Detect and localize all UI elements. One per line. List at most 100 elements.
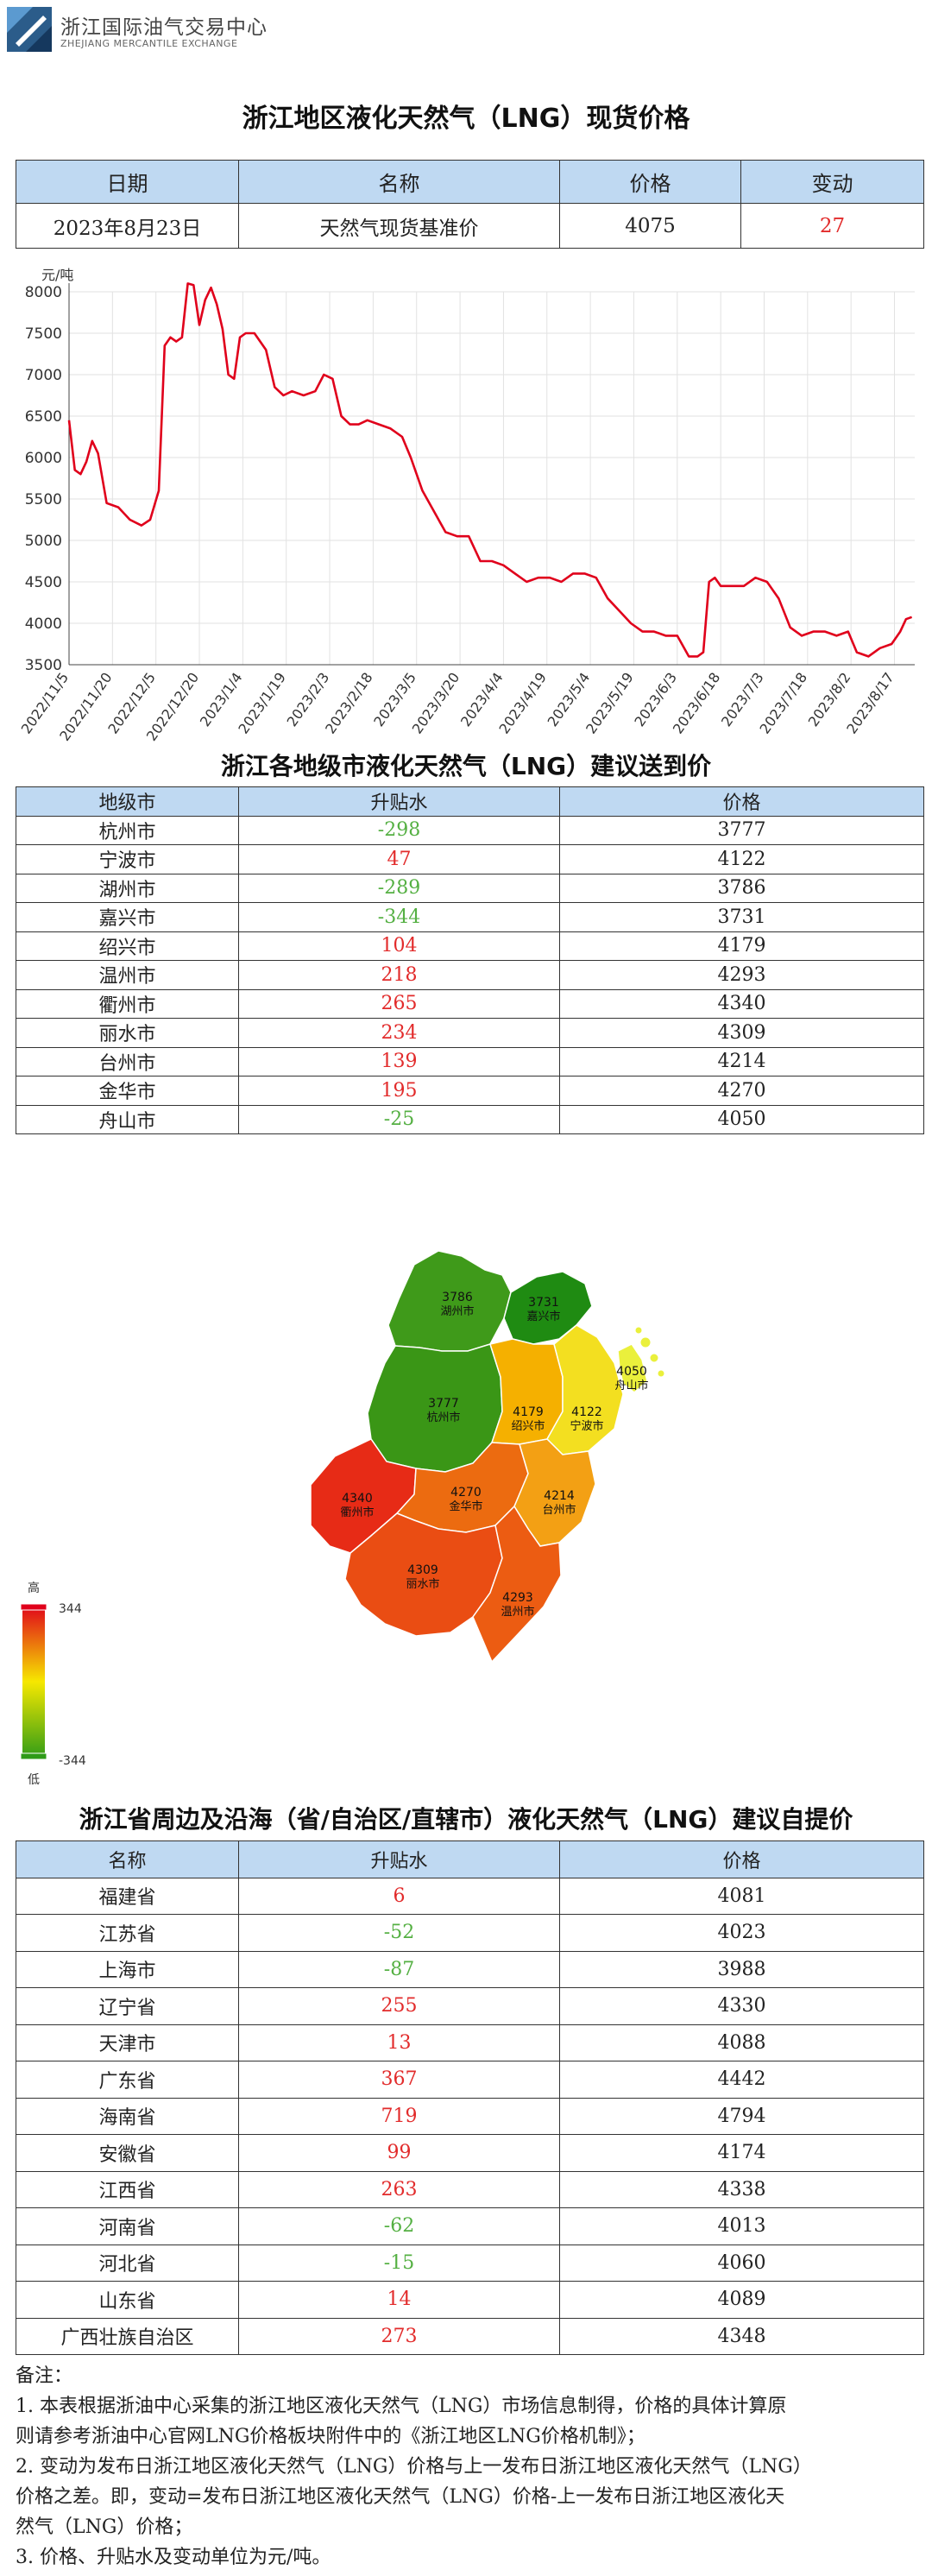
map-region-name: 舟山市 — [614, 1379, 648, 1392]
city-price: 4214 — [559, 1046, 924, 1076]
city-diff: 47 — [238, 844, 560, 874]
y-tick-label: 6000 — [25, 450, 62, 467]
city-name: 台州市 — [16, 1046, 239, 1076]
city-name: 绍兴市 — [16, 931, 239, 961]
province-diff: 99 — [238, 2134, 560, 2172]
province-diff: 263 — [238, 2170, 560, 2208]
city-price: 3731 — [559, 902, 924, 932]
map-island — [634, 1326, 643, 1335]
map-region — [472, 1505, 562, 1664]
map-region-price: 4270 — [450, 1486, 482, 1500]
map-region-price: 4122 — [571, 1405, 602, 1419]
spot-change: 27 — [740, 203, 924, 249]
map-region — [546, 1324, 624, 1455]
spot-name: 天然气现货基准价 — [238, 203, 560, 249]
map-color-legend: 高 344 -344 低 — [20, 1581, 86, 1787]
province-price: 4174 — [559, 2134, 924, 2172]
province-diff: 6 — [238, 1877, 560, 1915]
table-row: 嘉兴市 -344 3731 — [16, 902, 924, 932]
province-price: 3988 — [559, 1950, 924, 1988]
table-row: 温州市 218 4293 — [16, 960, 924, 990]
table-row: 上海市 -87 3988 — [16, 1950, 924, 1988]
legend-top-handle — [20, 1603, 47, 1611]
map-region-price: 4340 — [342, 1492, 373, 1506]
map-region — [617, 1343, 648, 1393]
table-row: 河北省 -15 4060 — [16, 2244, 924, 2282]
x-tick-label: 2023/3/5 — [370, 669, 419, 729]
map-region-price: 4050 — [616, 1365, 647, 1379]
spot-header-change: 变动 — [740, 160, 924, 204]
city-name: 舟山市 — [16, 1104, 239, 1134]
city-name: 丽水市 — [16, 1018, 239, 1048]
y-tick-label: 8000 — [25, 284, 62, 301]
table-row: 湖州市 -289 3786 — [16, 873, 924, 903]
city-diff: -344 — [238, 902, 560, 932]
city-name: 金华市 — [16, 1076, 239, 1106]
table-row: 杭州市 -298 3777 — [16, 815, 924, 845]
notes-line: 3. 价格、升贴水及变动单位为元/吨。 — [16, 2547, 331, 2568]
city-name: 宁波市 — [16, 844, 239, 874]
map-region-name: 衢州市 — [340, 1506, 374, 1519]
province-diff: -62 — [238, 2207, 560, 2245]
city-price: 4179 — [559, 931, 924, 961]
province-header-cell: 升贴水 — [238, 1840, 560, 1878]
spot-date: 2023年8月23日 — [16, 203, 239, 249]
city-price: 3777 — [559, 815, 924, 845]
table-row: 福建省 6 4081 — [16, 1877, 924, 1915]
city-price-table: 地级市 升贴水 价格 杭州市 -298 3777 宁波市 47 4122 湖州市 -289 3786 嘉… — [16, 786, 924, 1134]
y-tick-label: 6500 — [25, 408, 62, 426]
province-name: 上海市 — [16, 1950, 239, 1988]
city-price: 4293 — [559, 960, 924, 990]
y-tick-label: 4500 — [25, 574, 62, 591]
map-region-name: 丽水市 — [406, 1577, 439, 1591]
city-price: 4309 — [559, 1018, 924, 1048]
notes-title: 备注： — [16, 2365, 73, 2387]
province-price: 4330 — [559, 1987, 924, 2025]
table-row: 辽宁省 255 4330 — [16, 1987, 924, 2025]
province-price: 4089 — [559, 2281, 924, 2319]
province-price: 4081 — [559, 1877, 924, 1915]
x-tick-label: 2023/8/2 — [805, 669, 854, 729]
province-name: 福建省 — [16, 1877, 239, 1915]
province-diff: -87 — [238, 1950, 560, 1988]
page-title: 浙江地区液化天然气（LNG）现货价格 — [242, 104, 690, 134]
table-row: 安徽省 99 4174 — [16, 2134, 924, 2172]
y-tick-label: 3500 — [25, 657, 62, 674]
province-price: 4794 — [559, 2097, 924, 2135]
y-axis-label: 元/吨 — [41, 267, 73, 283]
y-tick-label: 7000 — [25, 367, 62, 384]
table-row: 宁波市 47 4122 — [16, 844, 924, 874]
notes-line: 2. 变动为发布日浙江地区液化天然气（LNG）价格与上一发布日浙江地区液化天然气… — [16, 2456, 812, 2478]
table-row: 天津市 13 4088 — [16, 2024, 924, 2061]
province-price: 4060 — [559, 2244, 924, 2282]
province-diff: -52 — [238, 1914, 560, 1952]
city-name: 杭州市 — [16, 815, 239, 845]
city-name: 湖州市 — [16, 873, 239, 903]
x-tick-label: 2023/4/4 — [457, 669, 507, 729]
map-region-price: 3731 — [528, 1296, 559, 1310]
province-name: 安徽省 — [16, 2134, 239, 2172]
logo-text-cn: 浙江国际油气交易中心 — [60, 16, 268, 39]
table-row: 江西省 263 4338 — [16, 2170, 924, 2208]
city-header-cell: 升贴水 — [238, 786, 560, 817]
map-region-price: 4293 — [502, 1591, 533, 1605]
spot-header-price: 价格 — [559, 160, 741, 204]
notes-line: 价格之差。即，变动=发布日浙江地区液化天然气（LNG）价格-上一发布日浙江地区液… — [16, 2486, 785, 2508]
map-region-price: 3777 — [428, 1397, 459, 1411]
logo: 浙江国际油气交易中心 ZHEJIANG MERCANTILE EXCHANGE — [7, 7, 268, 55]
province-name: 海南省 — [16, 2097, 239, 2135]
table-row: 衢州市 265 4340 — [16, 988, 924, 1019]
province-price: 4013 — [559, 2207, 924, 2245]
city-diff: -298 — [238, 815, 560, 845]
city-name: 衢州市 — [16, 988, 239, 1019]
spot-table-row: 2023年8月23日 天然气现货基准价 4075 27 — [16, 203, 924, 249]
province-price: 4023 — [559, 1914, 924, 1952]
logo-mark-icon — [7, 7, 52, 52]
city-price: 3786 — [559, 873, 924, 903]
y-tick-label: 7500 — [25, 325, 62, 343]
city-diff: 265 — [238, 988, 560, 1019]
province-name: 广东省 — [16, 2061, 239, 2099]
notes: 备注： 1. 本表根据浙油中心采集的浙江地区液化天然气（LNG）市场信息制得，价… — [16, 2361, 913, 2573]
map-region-price: 4179 — [513, 1405, 544, 1419]
